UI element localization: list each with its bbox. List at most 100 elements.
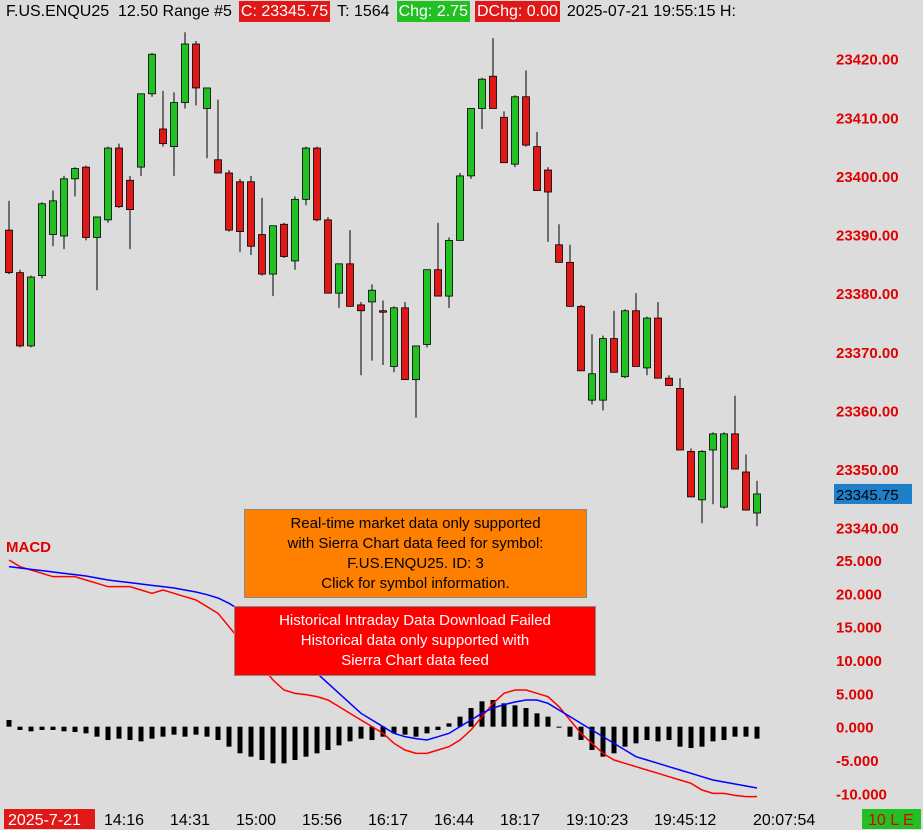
- histogram-bar: [215, 726, 221, 740]
- x-tick-label: 18:17: [500, 812, 540, 829]
- histogram-bar: [655, 726, 661, 742]
- histogram-bar: [589, 726, 595, 750]
- candle-body: [137, 93, 145, 168]
- y-tick-label: 23410.00: [836, 110, 899, 127]
- histogram-bar: [666, 726, 672, 740]
- date-box: [4, 809, 95, 829]
- x-tick-label: 19:45:12: [654, 812, 716, 829]
- status: 10 L E: [868, 812, 914, 829]
- candle-body: [181, 43, 189, 104]
- histogram-bar: [545, 716, 551, 727]
- histogram-bar: [204, 726, 210, 737]
- y-tick-label: 23340.00: [836, 521, 899, 538]
- candle-body: [357, 304, 365, 312]
- candle-body: [742, 471, 750, 511]
- notice-line[interactable]: with Sierra Chart data feed for symbol:: [287, 535, 544, 552]
- candle-body: [335, 263, 343, 294]
- notice-line: Historical Intraday Data Download Failed: [279, 612, 551, 629]
- candle-body: [71, 168, 79, 180]
- histogram-bar: [17, 726, 23, 730]
- histogram-bar: [226, 726, 232, 747]
- histogram-bar: [457, 716, 463, 727]
- macd-line: [8, 565, 758, 789]
- candle-body: [60, 178, 68, 237]
- x-tick-label: 15:56: [302, 812, 342, 829]
- candle-body: [82, 166, 90, 238]
- symbol: F.US.ENQU25 12.50 Range #5: [6, 3, 232, 20]
- last-price-label: 23345.75: [836, 487, 899, 504]
- x-tick-label: 15:00: [236, 812, 276, 829]
- histogram-bar: [391, 726, 397, 734]
- histogram-bar: [534, 713, 540, 727]
- candle-body: [577, 305, 585, 372]
- histogram-bar: [358, 726, 364, 739]
- histogram-bar: [248, 726, 254, 757]
- candle-body: [698, 451, 706, 501]
- realtime-notice[interactable]: Real-time market data only supported with…: [244, 509, 587, 598]
- histogram-bar: [83, 726, 89, 734]
- candle-body: [16, 272, 24, 347]
- candle-body: [225, 172, 233, 231]
- y-tick-label: 15.000: [836, 620, 882, 637]
- candle-body: [390, 307, 398, 367]
- histogram-bar: [512, 705, 518, 727]
- histogram-bar: [743, 726, 749, 737]
- candle-body: [269, 225, 277, 275]
- histogram-bar: [116, 726, 122, 739]
- y-tick-label: 23360.00: [836, 403, 899, 420]
- histogram-bar: [6, 720, 12, 727]
- x-tick-label: 2025-7-21: [8, 812, 81, 829]
- histogram-bar: [446, 723, 452, 727]
- candle-body: [302, 147, 310, 200]
- candle-body: [346, 263, 354, 307]
- x-tick-label: 14:16: [104, 812, 144, 829]
- daily-change-field: DChg: 0.00: [474, 1, 560, 22]
- histogram-bar: [303, 726, 309, 757]
- histogram-bar: [490, 700, 496, 727]
- candle-body: [258, 234, 266, 275]
- macd-line: [8, 559, 757, 798]
- historical-notice: Historical Intraday Data Download Failed…: [234, 606, 596, 676]
- candle-body: [49, 200, 57, 235]
- candle-body: [467, 108, 475, 177]
- candle-body: [313, 147, 321, 221]
- candle-body: [676, 388, 684, 451]
- candle-body: [379, 310, 387, 313]
- x-tick-label: 20:07:54: [753, 812, 815, 829]
- candle-body: [687, 451, 695, 498]
- histogram-bar: [281, 726, 287, 764]
- candle-body: [588, 373, 596, 401]
- histogram-bar: [622, 726, 628, 747]
- notice-line[interactable]: Click for symbol information.: [321, 575, 510, 592]
- y-tick-label: 23370.00: [836, 345, 899, 362]
- candle-body: [104, 147, 112, 221]
- histogram-bar: [193, 726, 199, 735]
- histogram-bar: [556, 726, 562, 728]
- candle-body: [214, 159, 222, 174]
- trades-field: T: 1564: [337, 3, 390, 20]
- candle-body: [731, 433, 739, 470]
- y-tick-label: 23400.00: [836, 169, 899, 186]
- candle-body: [610, 338, 618, 373]
- candle-body: [632, 310, 640, 367]
- candle-body: [621, 310, 629, 378]
- histogram-bar: [28, 726, 34, 732]
- candle-body: [456, 175, 464, 241]
- candle-body: [5, 229, 13, 274]
- y-tick-label: 23390.00: [836, 228, 899, 245]
- histogram-bar: [721, 726, 727, 740]
- histogram-bar: [94, 726, 100, 737]
- histogram-bar: [259, 726, 265, 760]
- notice-line[interactable]: Real-time market data only supported: [290, 515, 541, 532]
- histogram-bar: [523, 708, 529, 727]
- candle-body: [192, 43, 200, 89]
- histogram-bar: [314, 726, 320, 754]
- candle-body: [236, 181, 244, 232]
- histogram-bar: [336, 726, 342, 746]
- histogram-bar: [171, 726, 177, 735]
- histogram-bar: [237, 726, 243, 754]
- notice-line[interactable]: F.US.ENQU25. ID: 3: [347, 555, 484, 572]
- x-tick-label: 14:31: [170, 812, 210, 829]
